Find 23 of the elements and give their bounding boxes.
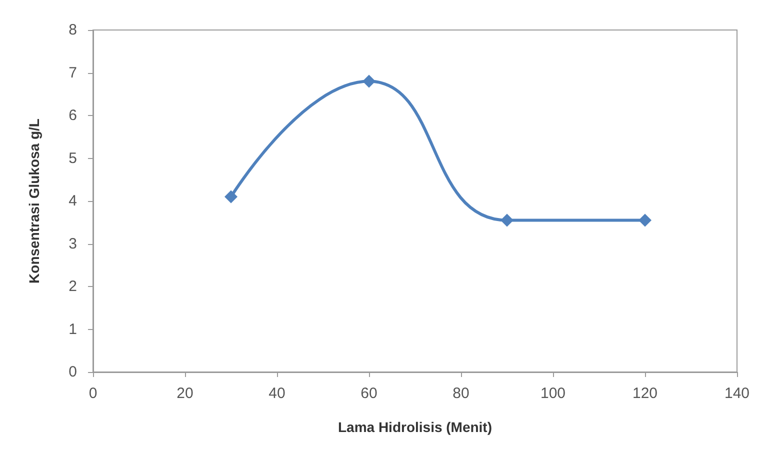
y-tick-label: 2 bbox=[68, 278, 77, 295]
y-tick-label: 0 bbox=[68, 364, 77, 380]
x-tick-label: 100 bbox=[540, 385, 566, 402]
x-tick-label: 140 bbox=[724, 385, 750, 402]
point bbox=[362, 74, 376, 88]
y-tick-label: 7 bbox=[68, 64, 77, 82]
x-axis-title: Lama Hidrolisis (Menit) bbox=[338, 419, 492, 435]
x-tick-label: 60 bbox=[360, 385, 378, 402]
y-tick-label: 1 bbox=[68, 320, 77, 338]
x-tick-label: 120 bbox=[632, 385, 658, 402]
x-tick-label: 20 bbox=[176, 385, 194, 402]
point bbox=[638, 214, 652, 227]
y-tick-label: 4 bbox=[68, 192, 77, 210]
x-tick-label: 40 bbox=[268, 385, 286, 402]
y-tick-label: 6 bbox=[68, 107, 77, 124]
point bbox=[500, 214, 514, 227]
x-tick-label: 0 bbox=[88, 385, 98, 402]
y-tick-label: 8 bbox=[68, 22, 77, 38]
point bbox=[224, 190, 238, 204]
y-tick-label: 3 bbox=[68, 235, 77, 252]
x-tick-label: 80 bbox=[452, 385, 470, 402]
y-tick-label: 5 bbox=[68, 150, 77, 167]
y-axis-title: Konsentrasi Glukosa g/L bbox=[26, 118, 42, 284]
